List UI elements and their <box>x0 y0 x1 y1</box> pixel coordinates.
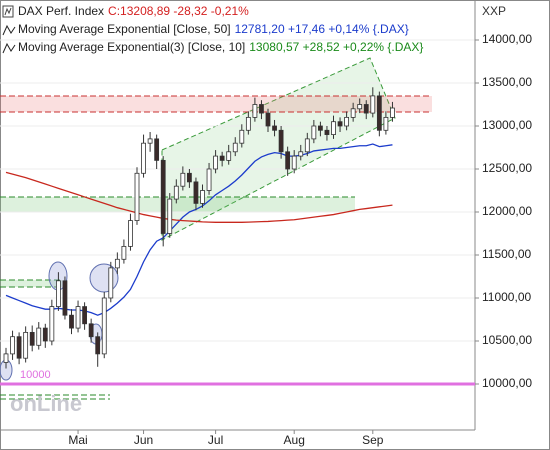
candle-body <box>285 151 291 170</box>
support-zone <box>0 197 355 212</box>
candle-body <box>200 190 205 204</box>
candle-body <box>75 306 81 329</box>
reference-label: 10000 <box>20 369 51 381</box>
x-tick-label: Aug <box>284 433 305 447</box>
candle-body <box>173 185 179 200</box>
candle-body <box>160 159 166 234</box>
candle-body <box>219 155 225 161</box>
resistance-zone <box>0 96 432 112</box>
watermark: onLine <box>10 391 82 416</box>
pattern-circle <box>89 263 119 293</box>
candle-body <box>298 151 304 157</box>
x-tick-label: Jul <box>208 433 223 447</box>
candle-body <box>23 331 29 359</box>
candle-body <box>383 116 389 131</box>
candle-body <box>16 336 22 359</box>
legend-stats: 12781,20 +17,46 +0,14% {.DAX} <box>235 22 409 36</box>
candle-body <box>311 125 317 140</box>
ma-line <box>5 143 393 316</box>
candle-body <box>128 220 133 247</box>
y-tick-label: 13500,00 <box>482 75 532 89</box>
candle-body <box>304 138 310 153</box>
candle-body <box>134 172 140 221</box>
candle-body <box>337 121 343 127</box>
candle-body <box>291 155 297 170</box>
y-tick-label: 14000,00 <box>482 32 532 46</box>
candle-body <box>317 125 323 131</box>
candle-body <box>331 121 336 135</box>
y-tick-label: 11000,00 <box>482 290 531 304</box>
candle-body <box>101 297 107 355</box>
title-icon <box>4 7 12 16</box>
x-tick-label: Sep <box>362 433 384 447</box>
candle-body <box>272 125 277 131</box>
candle-body <box>193 181 199 204</box>
candle-body <box>376 95 382 131</box>
candle-body <box>259 104 264 114</box>
quote: C:13208,89 -28,32 -0,21% <box>108 4 249 18</box>
legend-stats: 13080,57 +28,52 +0,22% {.DAX} <box>249 40 423 54</box>
legend-entry: Moving Average Exponential [Close, 50] 12… <box>18 22 409 36</box>
candle-body <box>239 129 245 144</box>
candle-body <box>154 138 160 161</box>
candle-body <box>213 155 219 170</box>
candle-body <box>147 138 153 144</box>
candle-body <box>95 336 101 355</box>
y-tick-label: 12500,00 <box>482 161 532 175</box>
legend-icon <box>2 24 16 36</box>
candle-body <box>56 280 61 307</box>
candle-body <box>167 198 173 234</box>
legend-icon <box>2 42 16 54</box>
candle-body <box>265 112 271 127</box>
symbol: XXP <box>482 4 506 18</box>
x-tick-label: Jun <box>134 433 153 447</box>
candle-body <box>3 353 9 363</box>
y-tick-label: 10000,00 <box>482 376 532 390</box>
candle-body <box>114 258 120 269</box>
candle-body <box>363 104 369 114</box>
candle-body <box>121 245 127 260</box>
candle-body <box>206 168 212 191</box>
candle-body <box>344 116 350 127</box>
legend-name: Moving Average Exponential(3) [Close, 10… <box>18 40 245 54</box>
candle-body <box>180 172 186 187</box>
candle-body <box>36 327 42 346</box>
chart-title: DAX Perf. Index C:13208,89 -28,32 -0,21% <box>18 4 249 18</box>
candle-body <box>186 172 192 183</box>
title: DAX Perf. Index <box>18 4 104 18</box>
ma-line <box>5 171 393 223</box>
y-tick-label: 12000,00 <box>482 204 532 218</box>
candle-body <box>357 104 363 110</box>
y-tick-label: 13000,00 <box>482 118 532 132</box>
candle-body <box>88 323 94 338</box>
candle-body <box>390 107 395 118</box>
support-zone <box>0 280 62 287</box>
candle-body <box>42 327 48 342</box>
candle-body <box>29 331 35 346</box>
legend-entry: Moving Average Exponential(3) [Close, 10… <box>18 40 423 54</box>
legend-name: Moving Average Exponential [Close, 50] <box>18 22 231 36</box>
candle-body <box>82 306 87 325</box>
candle-body <box>324 129 330 135</box>
candle-body <box>245 116 251 131</box>
candle-body <box>69 314 74 329</box>
candle-body <box>232 142 238 153</box>
candle-body <box>62 280 68 316</box>
y-tick-label: 10500,00 <box>482 333 532 347</box>
candle-body <box>49 306 55 342</box>
candle-body <box>350 108 356 118</box>
candle-body <box>10 336 15 355</box>
candle-body <box>252 104 258 118</box>
candle-body <box>278 129 284 153</box>
x-tick-label: Mai <box>68 433 87 447</box>
candle-body <box>108 267 114 299</box>
y-tick-label: 11500,00 <box>482 247 531 261</box>
candle-body <box>141 142 146 174</box>
candle-body <box>370 95 376 114</box>
candle-body <box>226 151 232 161</box>
